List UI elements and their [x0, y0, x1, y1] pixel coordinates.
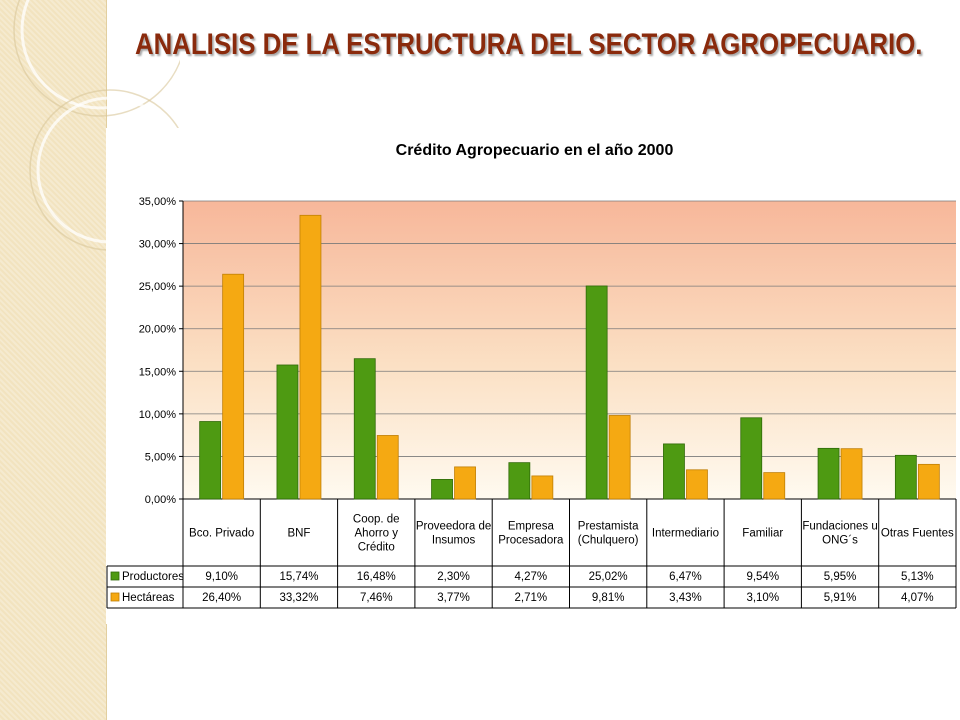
bar-hectareas [763, 472, 786, 500]
data-label: 33,32% [279, 592, 318, 604]
data-label: 9,81% [592, 592, 625, 604]
bar-hectareas [686, 469, 708, 500]
bar-productores [740, 417, 763, 500]
data-label: 9,10% [205, 571, 238, 583]
bar-hectareas [376, 435, 399, 500]
bar-hectareas [454, 466, 476, 500]
bar-productores [431, 479, 453, 500]
slide-title: ANALISIS DE LA ESTRUCTURA DEL SECTOR AGR… [135, 28, 923, 61]
data-label: 9,54% [746, 571, 779, 583]
data-label: 4,27% [515, 571, 548, 583]
category-label: Proveedora de [416, 521, 491, 533]
bar-hectareas [840, 448, 863, 500]
category-label: (Chulquero) [578, 535, 639, 547]
bar-hectareas [222, 273, 245, 500]
category-label: Coop. de [353, 514, 400, 526]
data-label: 3,43% [669, 592, 702, 604]
legend-key-hectareas [110, 592, 120, 602]
decorative-side-strip [0, 0, 107, 720]
category-label: Ahorro y [355, 528, 399, 540]
bar-productores [508, 462, 531, 500]
bar-productores [585, 285, 608, 500]
chart-container: Crédito Agropecuario en el año 2000 0,00%… [106, 128, 960, 624]
category-label: Bco. Privado [189, 528, 254, 540]
data-label: 5,95% [824, 571, 857, 583]
y-tick-label: 30,00% [139, 239, 177, 251]
bar-chart: Crédito Agropecuario en el año 2000 0,00%… [106, 142, 957, 609]
data-label: 16,48% [357, 571, 396, 583]
y-tick-label: 0,00% [145, 494, 176, 506]
y-tick-label: 10,00% [139, 409, 177, 421]
category-label: Empresa [508, 521, 555, 533]
chart-title: Crédito Agropecuario en el año 2000 [396, 142, 674, 159]
bar-productores [199, 421, 222, 500]
data-label: 4,07% [901, 592, 934, 604]
y-tick-label: 15,00% [139, 366, 177, 378]
data-label: 6,47% [669, 571, 702, 583]
data-label: 26,40% [202, 592, 241, 604]
category-label: Otras Fuentes [881, 528, 954, 540]
data-label: 2,71% [515, 592, 548, 604]
y-tick-label: 5,00% [145, 451, 176, 463]
category-label: ONG´s [822, 535, 858, 547]
data-label: 15,74% [279, 571, 318, 583]
data-label: 3,77% [437, 592, 470, 604]
bar-productores [276, 364, 299, 500]
bar-productores [663, 443, 685, 500]
legend-label-productores: Productores [122, 571, 184, 583]
data-label: 5,91% [824, 592, 857, 604]
category-label: Insumos [432, 535, 476, 547]
bar-productores [353, 358, 376, 500]
bar-hectareas [608, 415, 631, 500]
data-label: 7,46% [360, 592, 393, 604]
category-label: Procesadora [498, 535, 564, 547]
category-label: Crédito [358, 542, 395, 554]
bar-hectareas [917, 463, 940, 500]
y-tick-label: 20,00% [139, 324, 177, 336]
bar-hectareas [531, 475, 554, 500]
data-label: 2,30% [437, 571, 470, 583]
plot-area [183, 201, 956, 499]
bar-hectareas [299, 214, 322, 500]
data-label: 25,02% [589, 571, 628, 583]
category-label: Fundaciones u [802, 521, 877, 533]
y-tick-label: 25,00% [139, 281, 177, 293]
bar-productores [894, 454, 917, 500]
category-label: BNF [287, 528, 310, 540]
bar-productores [817, 447, 840, 500]
y-tick-label: 35,00% [139, 196, 177, 208]
data-label: 5,13% [901, 571, 934, 583]
category-label: Familiar [742, 528, 783, 540]
legend-key-productores [110, 571, 120, 581]
data-label: 3,10% [746, 592, 779, 604]
category-label: Intermediario [652, 528, 719, 540]
category-label: Prestamista [578, 521, 639, 533]
legend-label-hectareas: Hectáreas [122, 592, 175, 604]
